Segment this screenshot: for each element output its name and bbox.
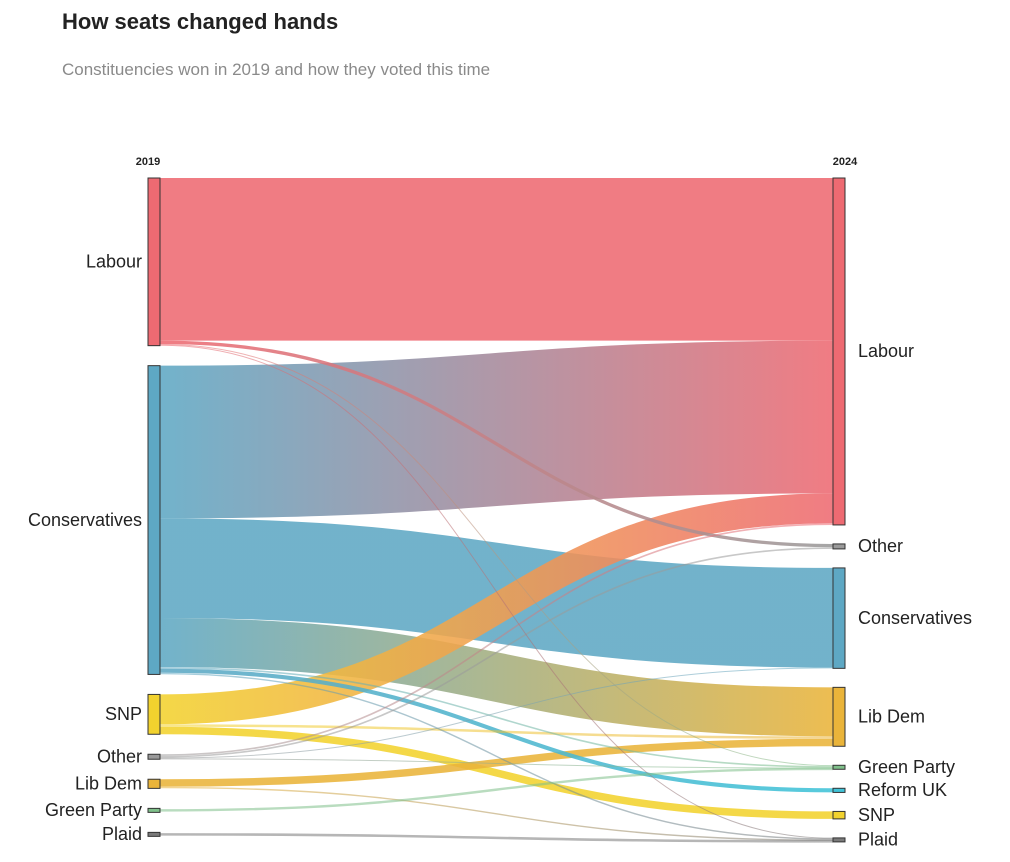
flow-labour-to-plaid [159, 344, 834, 839]
node-label-2019-snp: SNP [105, 704, 142, 724]
node-2024-plaid [832, 837, 846, 843]
flow-labour-to-green-party [159, 343, 834, 767]
column-label-2024: 2024 [833, 156, 858, 168]
node-label-2024-lib-dem: Lib Dem [858, 707, 925, 727]
node-label-2024-green-party: Green Party [858, 757, 955, 777]
node-label-2024-conservatives: Conservatives [858, 608, 972, 628]
flow-labour-to-other [159, 340, 834, 548]
flow-other-to-labour [159, 523, 834, 756]
flow-snp-to-labour [159, 493, 834, 725]
flow-conservatives-to-plaid [159, 672, 834, 840]
node-2024-green-party [832, 764, 846, 770]
node-label-2024-other: Other [858, 536, 903, 556]
flow-lib-dem-to-lib-dem [159, 738, 834, 787]
node-2019-other [147, 753, 161, 760]
flow-lib-dem-to-plaid [159, 786, 834, 841]
flow-green-party-to-green-party [159, 767, 834, 812]
node-2024-lib-dem [832, 686, 846, 747]
node-label-2019-conservatives: Conservatives [28, 510, 142, 530]
flow-other-to-green-party [159, 758, 834, 769]
chart-subtitle: Constituencies won in 2019 and how they … [62, 60, 491, 79]
node-label-2024-snp: SNP [858, 805, 895, 825]
node-label-2019-green-party: Green Party [45, 800, 142, 820]
flow-conservatives-to-green-party [159, 666, 834, 768]
node-label-2024-labour: Labour [858, 341, 914, 361]
node-2024-reform-uk [832, 787, 846, 793]
node-2019-snp [147, 693, 161, 735]
node-label-2024-reform-uk: Reform UK [858, 780, 947, 800]
flow-conservatives-to-labour [159, 340, 834, 519]
nodes [147, 177, 846, 843]
flow-other-to-conservatives [159, 667, 834, 759]
chart-title: How seats changed hands [62, 9, 339, 34]
node-2019-plaid [147, 831, 161, 837]
flow-links [159, 177, 834, 843]
node-2024-snp [832, 810, 846, 820]
flow-snp-to-lib-dem [159, 724, 834, 739]
node-2024-conservatives [832, 567, 846, 669]
node-2024-other [832, 543, 846, 550]
node-label-2019-labour: Labour [86, 252, 142, 272]
flow-conservatives-to-lib-dem [159, 617, 834, 737]
flow-plaid-to-plaid [159, 833, 834, 843]
node-2024-labour [832, 177, 846, 526]
node-2019-green-party [147, 807, 161, 813]
node-2019-labour [147, 177, 161, 347]
node-label-2019-lib-dem: Lib Dem [75, 774, 142, 794]
flow-other-to-other [159, 547, 834, 758]
column-label-2019: 2019 [136, 156, 160, 168]
node-labels: Labour Conservatives SNP Other Lib Dem Green … [28, 252, 972, 850]
node-label-2019-plaid: Plaid [102, 824, 142, 844]
node-2019-lib-dem [147, 778, 161, 789]
node-2019-conservatives [147, 365, 161, 675]
node-label-2024-plaid: Plaid [858, 830, 898, 850]
node-label-2019-other: Other [97, 747, 142, 767]
